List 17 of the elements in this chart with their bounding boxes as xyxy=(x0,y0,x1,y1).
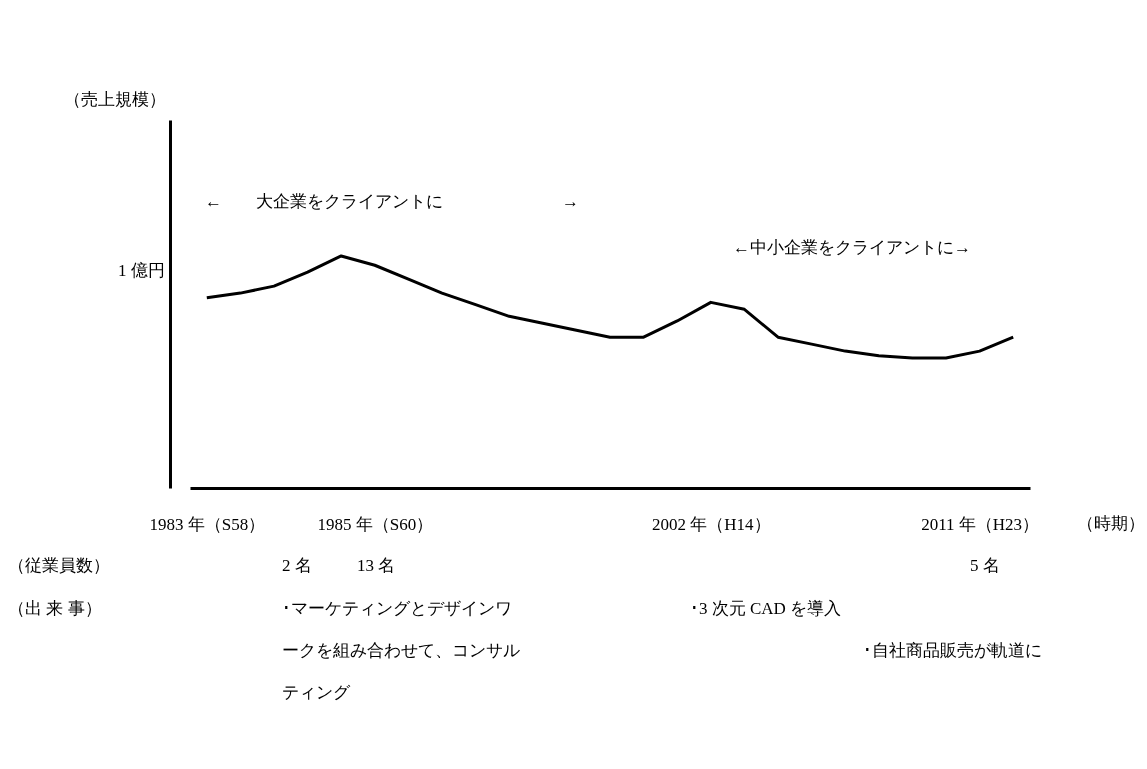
text: 2 名 xyxy=(282,556,312,575)
text: ･3 次元 CAD を導入 xyxy=(690,599,842,618)
text: （出 来 事） xyxy=(8,599,102,618)
text: ← 大企業をクライアントに → xyxy=(205,192,579,211)
text: 5 名 xyxy=(970,556,1000,575)
text: 13 名 xyxy=(357,556,396,575)
text: （従業員数） xyxy=(8,556,110,575)
text: 1 億円 xyxy=(118,261,165,280)
x-tick-label: 1983 年（S58） xyxy=(149,514,266,534)
x-tick-label: 2002 年（H14） xyxy=(652,514,771,534)
text: ･自社商品販売が軌道に xyxy=(863,641,1042,660)
x-axis-title: （時期） xyxy=(1077,514,1145,533)
text: ･マーケティングとデザインワークを組み合わせて、コンサルティング xyxy=(282,599,520,702)
x-tick-label: 2011 年（H23） xyxy=(921,514,1040,534)
text: （売上規模） xyxy=(64,90,166,109)
annotation: ←中小企業をクライアントに→ xyxy=(733,238,971,257)
x-tick-label: 1985 年（S60） xyxy=(317,514,434,534)
